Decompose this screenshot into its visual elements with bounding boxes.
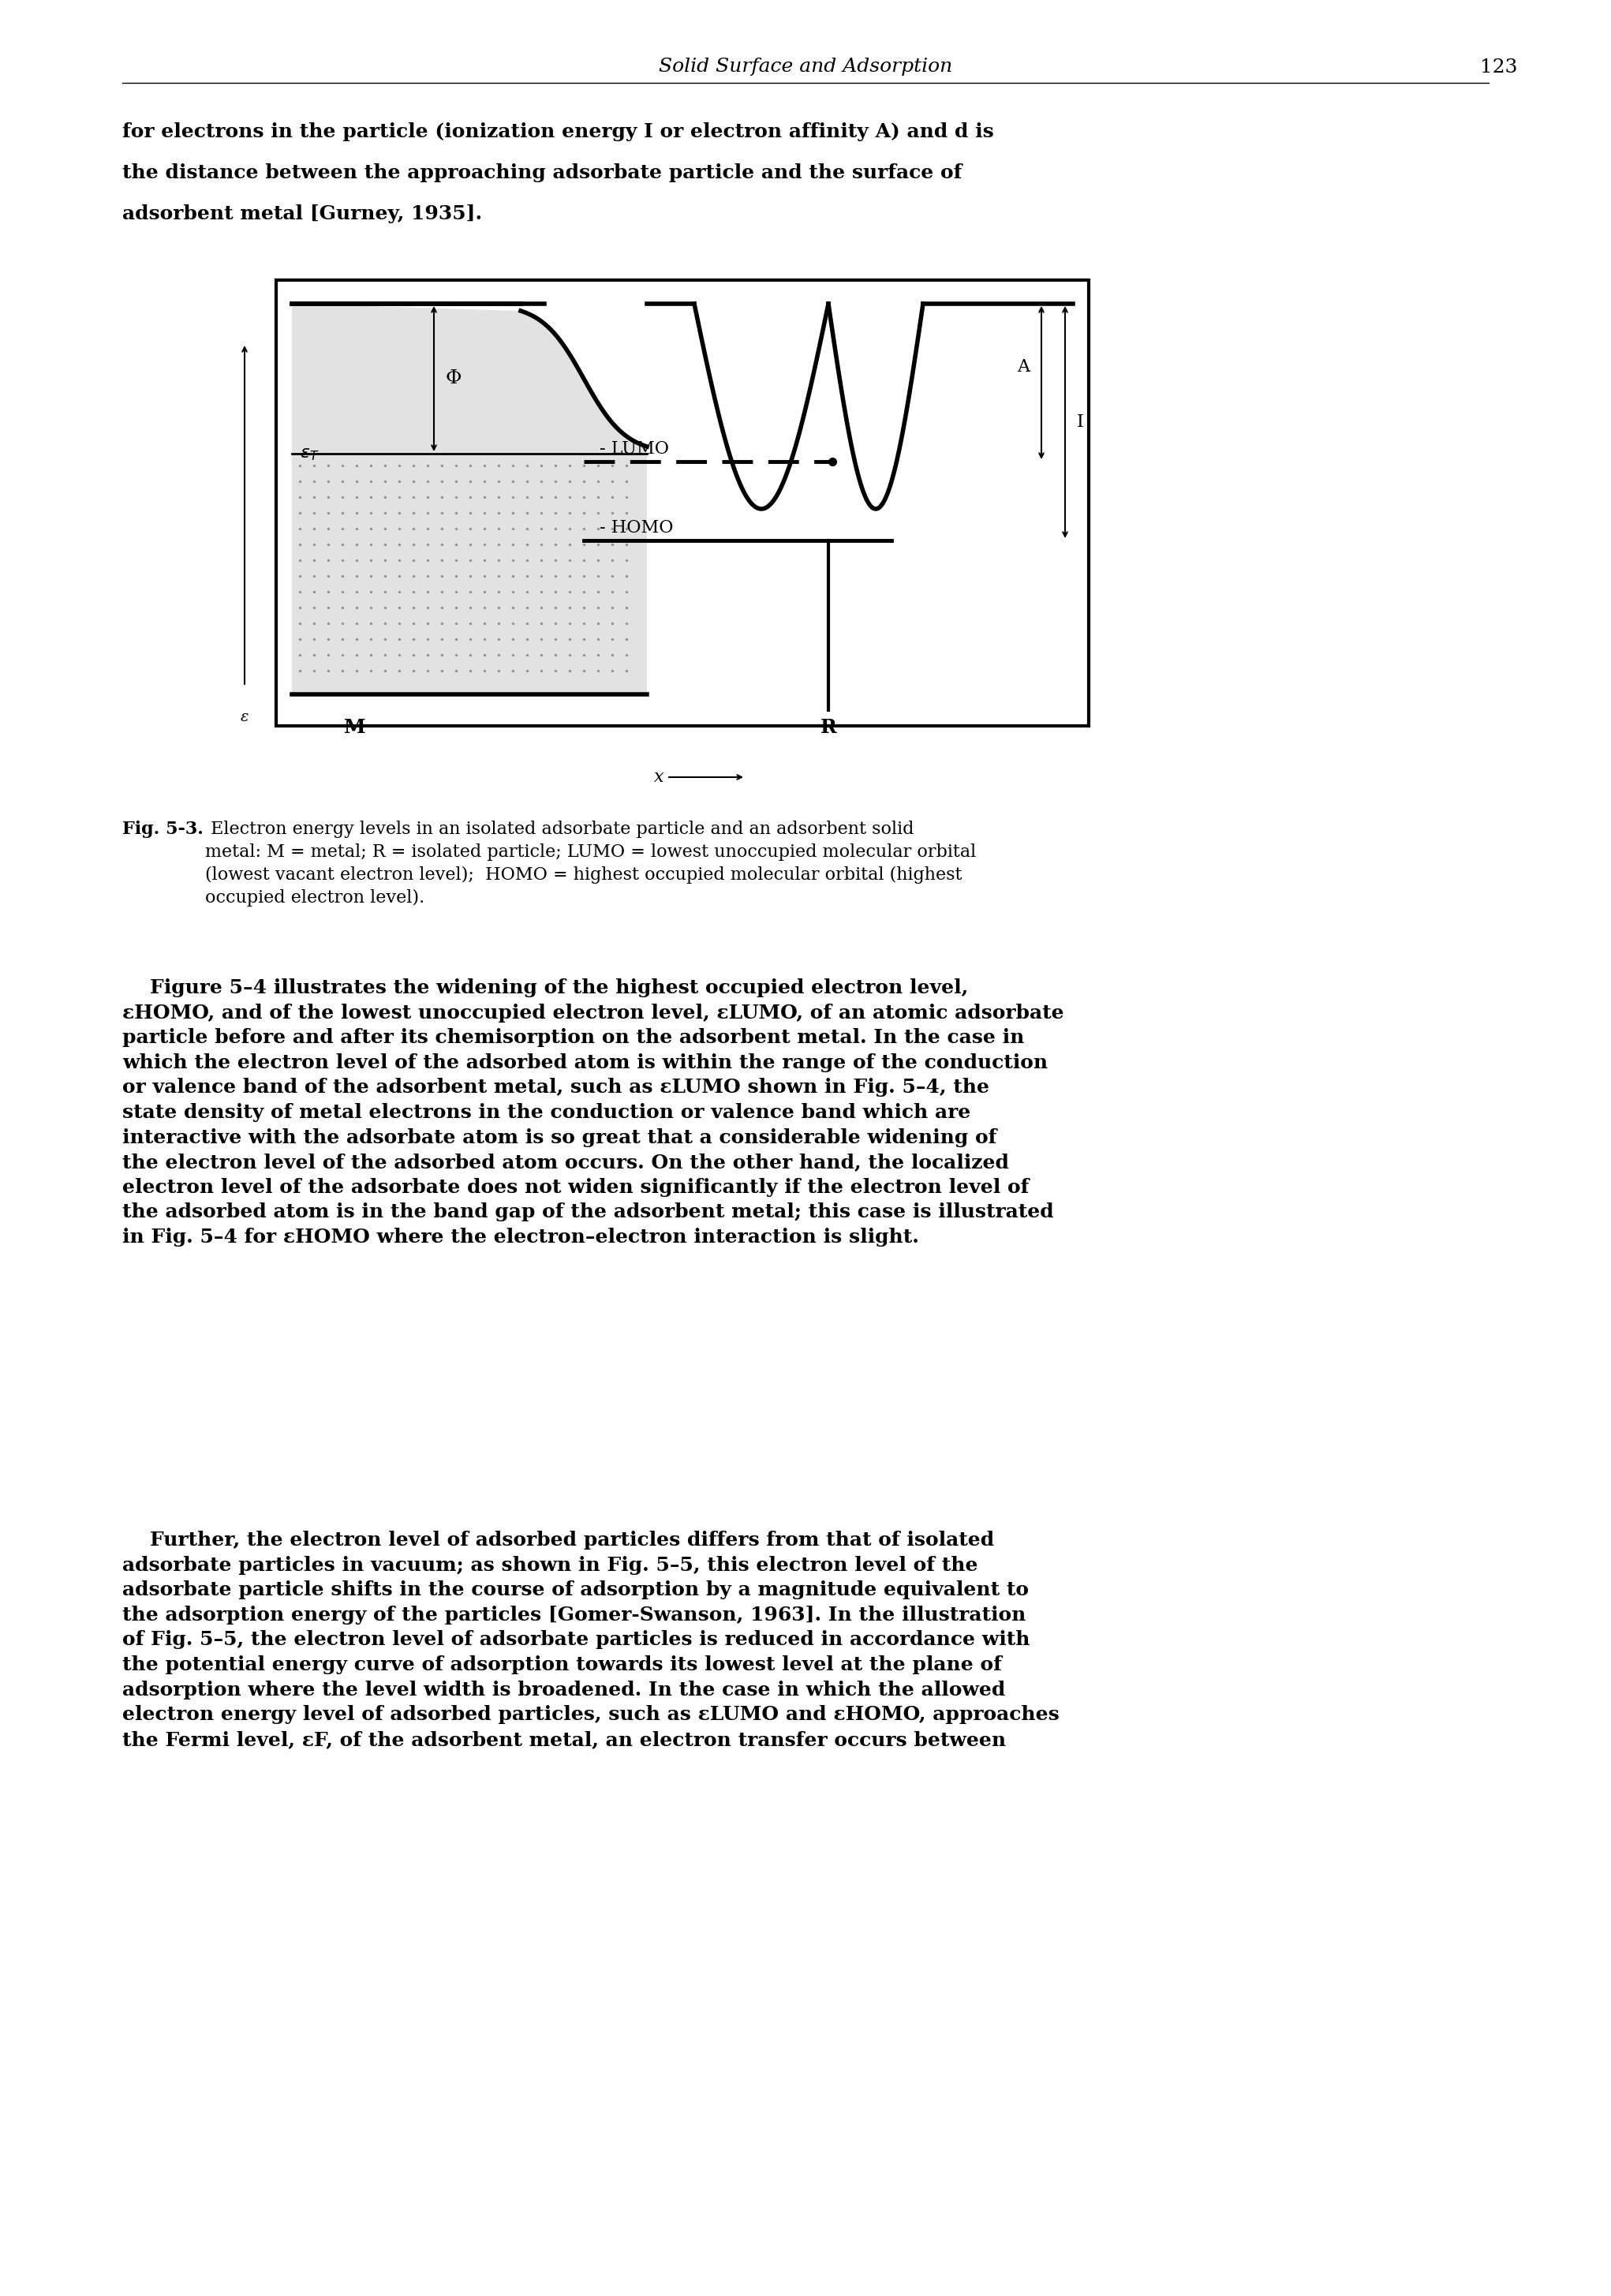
Text: - HOMO: - HOMO xyxy=(599,519,673,537)
Text: 123: 123 xyxy=(1481,57,1518,76)
Text: Further, the electron level of adsorbed particles differs from that of isolated
: Further, the electron level of adsorbed … xyxy=(122,1531,1060,1750)
Text: Figure 5–4 illustrates the widening of the highest occupied electron level,
εHOM: Figure 5–4 illustrates the widening of t… xyxy=(122,978,1063,1247)
Text: ε: ε xyxy=(240,709,248,723)
Text: the distance between the approaching adsorbate particle and the surface of: the distance between the approaching ads… xyxy=(122,163,962,181)
Text: Fig. 5-3.: Fig. 5-3. xyxy=(122,820,203,838)
Bar xyxy=(275,280,1089,726)
Text: adsorbent metal [Gurney, 1935].: adsorbent metal [Gurney, 1935]. xyxy=(122,204,482,223)
Text: R: R xyxy=(820,719,836,737)
Polygon shape xyxy=(292,303,648,693)
Text: A: A xyxy=(1017,358,1029,377)
Text: - LUMO: - LUMO xyxy=(599,441,669,457)
Text: for electrons in the particle (ionization energy I or electron affinity A) and d: for electrons in the particle (ionizatio… xyxy=(122,122,994,142)
Text: Electron energy levels in an isolated adsorbate particle and an adsorbent solid
: Electron energy levels in an isolated ad… xyxy=(205,820,976,907)
Text: I: I xyxy=(1076,413,1084,432)
Text: x: x xyxy=(654,769,664,785)
Text: Φ: Φ xyxy=(446,370,462,388)
Text: $\varepsilon_T$: $\varepsilon_T$ xyxy=(300,445,319,461)
Text: M: M xyxy=(345,719,366,737)
Text: Solid Surface and Adsorption: Solid Surface and Adsorption xyxy=(659,57,952,76)
